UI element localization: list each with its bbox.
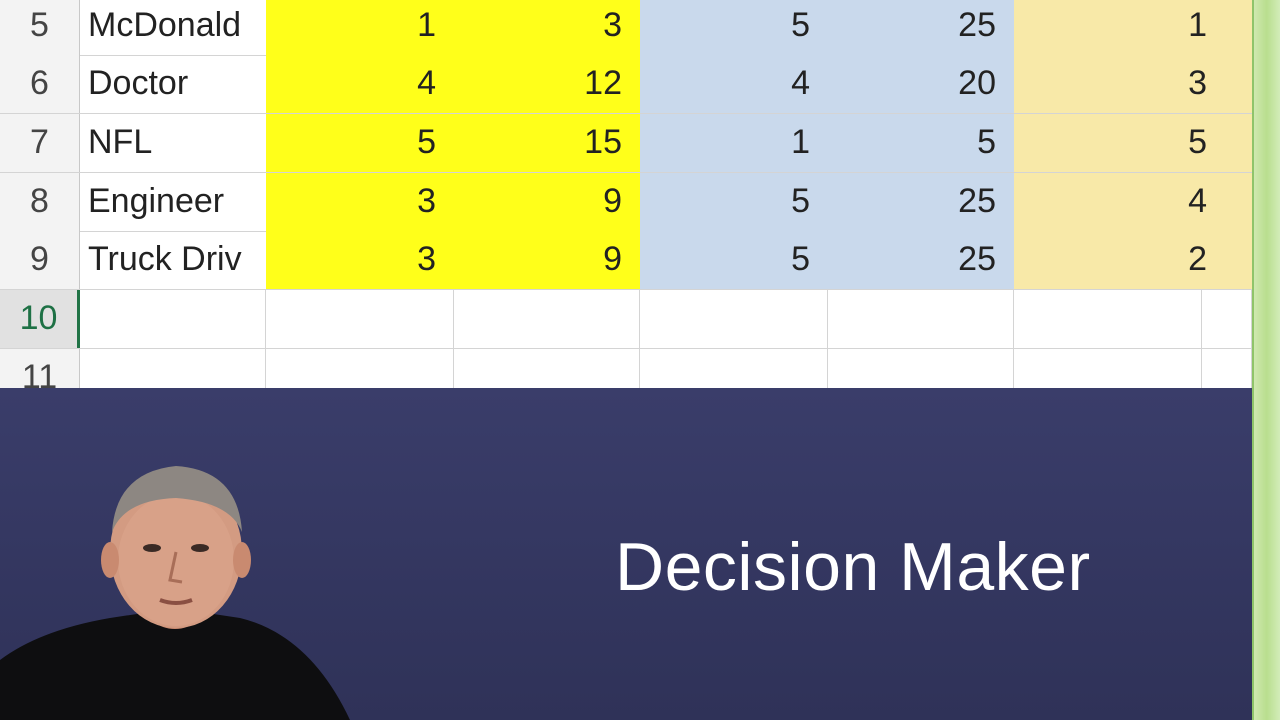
row-header[interactable]: 8 <box>0 173 80 231</box>
cell[interactable]: 3 <box>266 231 454 289</box>
cell[interactable]: 2 <box>1014 231 1252 289</box>
row-header[interactable]: 11 <box>0 349 80 388</box>
cell[interactable]: 25 <box>828 231 1014 289</box>
cell[interactable] <box>454 290 640 348</box>
table-row-empty: 10 <box>0 290 1252 349</box>
presenter-webcam-icon <box>0 466 350 720</box>
row-header[interactable]: 7 <box>0 114 80 172</box>
cell[interactable] <box>266 349 454 388</box>
table-row: 5 McDonald 1 3 5 25 1 <box>0 0 1252 56</box>
cell[interactable] <box>454 349 640 388</box>
cell[interactable]: 1 <box>640 114 828 172</box>
cell-name[interactable]: NFL <box>88 123 153 161</box>
cell[interactable]: 25 <box>828 173 1014 231</box>
cell[interactable]: 9 <box>454 173 640 231</box>
cell[interactable]: 3 <box>1014 55 1252 113</box>
row-header[interactable]: 6 <box>0 55 80 113</box>
table-row-empty: 11 <box>0 349 1252 388</box>
cell[interactable] <box>266 290 454 348</box>
cell-name[interactable]: Truck Driv <box>88 240 242 278</box>
cell[interactable]: 4 <box>640 55 828 113</box>
cell[interactable]: 25 <box>828 0 1014 55</box>
row-header[interactable]: 9 <box>0 231 80 289</box>
cell[interactable]: 15 <box>454 114 640 172</box>
cell[interactable] <box>80 349 266 388</box>
cell-name[interactable]: Doctor <box>88 64 189 102</box>
cell-active[interactable] <box>80 290 266 348</box>
cell[interactable]: 5 <box>640 0 828 55</box>
table-row: 8 Engineer 3 9 5 25 4 <box>0 173 1252 232</box>
cell[interactable] <box>1202 290 1252 348</box>
cell[interactable]: 5 <box>1014 114 1252 172</box>
cell[interactable] <box>640 349 828 388</box>
cell[interactable] <box>1014 290 1202 348</box>
cell[interactable] <box>640 290 828 348</box>
cell[interactable]: 5 <box>640 173 828 231</box>
slide-title: Decision Maker <box>615 529 1091 605</box>
title-slide: Decision Maker <box>0 388 1252 720</box>
cell[interactable]: 5 <box>266 114 454 172</box>
cell[interactable]: 4 <box>1014 173 1252 231</box>
cell[interactable]: 5 <box>640 231 828 289</box>
cell[interactable] <box>1014 349 1202 388</box>
table-row: 7 NFL 5 15 1 5 5 <box>0 114 1252 173</box>
decorative-side-strip <box>1252 0 1280 720</box>
row-header-active[interactable]: 10 <box>0 290 80 348</box>
cell[interactable] <box>828 290 1014 348</box>
cell[interactable]: 4 <box>266 55 454 113</box>
table-row: 6 Doctor 4 12 4 20 3 <box>0 55 1252 114</box>
cell[interactable]: 5 <box>828 114 1014 172</box>
cell[interactable] <box>828 349 1014 388</box>
cell[interactable]: 9 <box>454 231 640 289</box>
cell[interactable]: 1 <box>1014 0 1252 55</box>
cell[interactable] <box>1202 349 1252 388</box>
cell[interactable]: 12 <box>454 55 640 113</box>
table-row: 9 Truck Driv 3 9 5 25 2 <box>0 231 1252 290</box>
cell-name[interactable]: McDonald <box>88 6 242 44</box>
spreadsheet-grid: 5 McDonald 1 3 5 25 1 6 Doctor 4 12 4 20… <box>0 0 1252 388</box>
cell[interactable]: 3 <box>266 173 454 231</box>
cell[interactable]: 1 <box>266 0 454 55</box>
cell[interactable]: 20 <box>828 55 1014 113</box>
cell[interactable]: 3 <box>454 0 640 55</box>
row-header[interactable]: 5 <box>0 0 80 55</box>
cell-name[interactable]: Engineer <box>88 182 225 220</box>
